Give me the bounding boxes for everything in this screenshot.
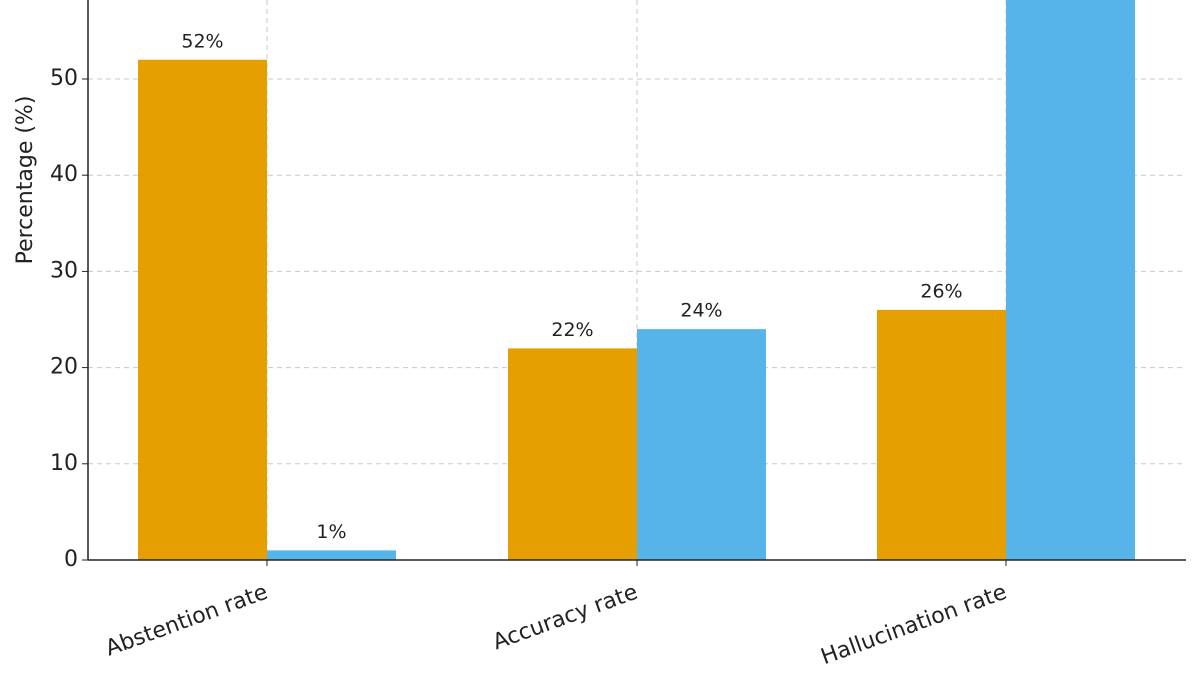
value-label: 52% [181,30,223,52]
value-label: 22% [551,319,593,341]
x-tick-label: Abstention rate [102,580,271,662]
y-tick-label: 0 [64,547,78,572]
y-tick-label: 40 [50,162,78,187]
bar [267,550,396,560]
bar [1006,0,1135,560]
x-tick-label: Hallucination rate [818,580,1010,670]
bar [637,329,766,560]
y-tick-label: 50 [50,66,78,91]
value-label: 1% [316,521,346,543]
bars [138,0,1135,560]
bar [508,348,637,560]
value-label: 26% [920,280,962,302]
value-label: 24% [680,300,722,322]
y-tick-label: 30 [50,258,78,283]
y-axis-label: Percentage (%) [13,96,38,265]
bar [877,309,1006,560]
x-tick-label: Accuracy rate [490,580,642,656]
y-tick-label: 10 [50,451,78,476]
y-tick-label: 20 [50,355,78,380]
bar [138,59,267,560]
